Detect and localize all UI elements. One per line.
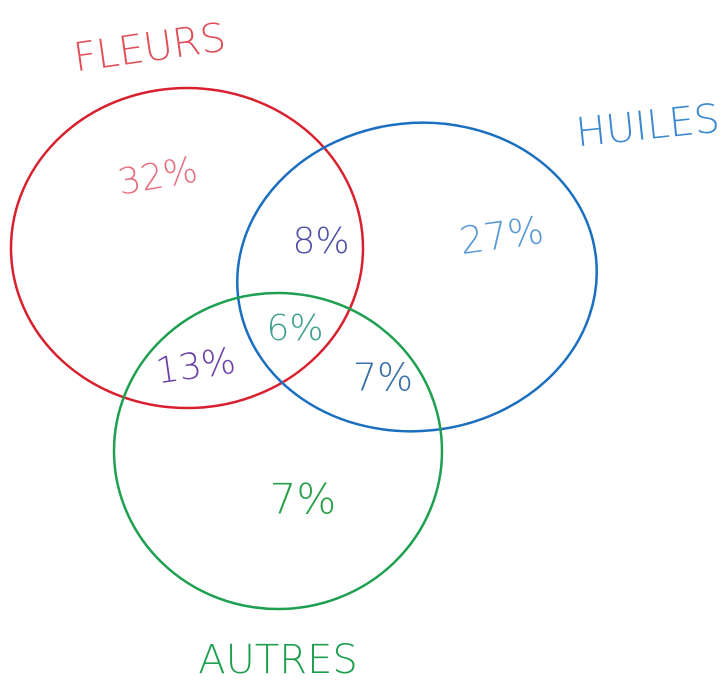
region-label: 13%	[153, 341, 238, 393]
set-label: HUILES	[574, 96, 721, 157]
region-label: 6%	[266, 308, 323, 349]
set-label: AUTRES	[198, 637, 358, 683]
huiles-circle	[236, 121, 598, 433]
region-label: 7%	[353, 356, 413, 400]
autres-circle	[112, 291, 444, 611]
set-label: FLEURS	[71, 15, 229, 82]
region-label: 7%	[270, 475, 337, 524]
fleurs-circle	[9, 86, 365, 410]
region-label: 32%	[115, 149, 201, 203]
region-label: 8%	[292, 221, 349, 262]
region-label: 27%	[457, 208, 547, 263]
